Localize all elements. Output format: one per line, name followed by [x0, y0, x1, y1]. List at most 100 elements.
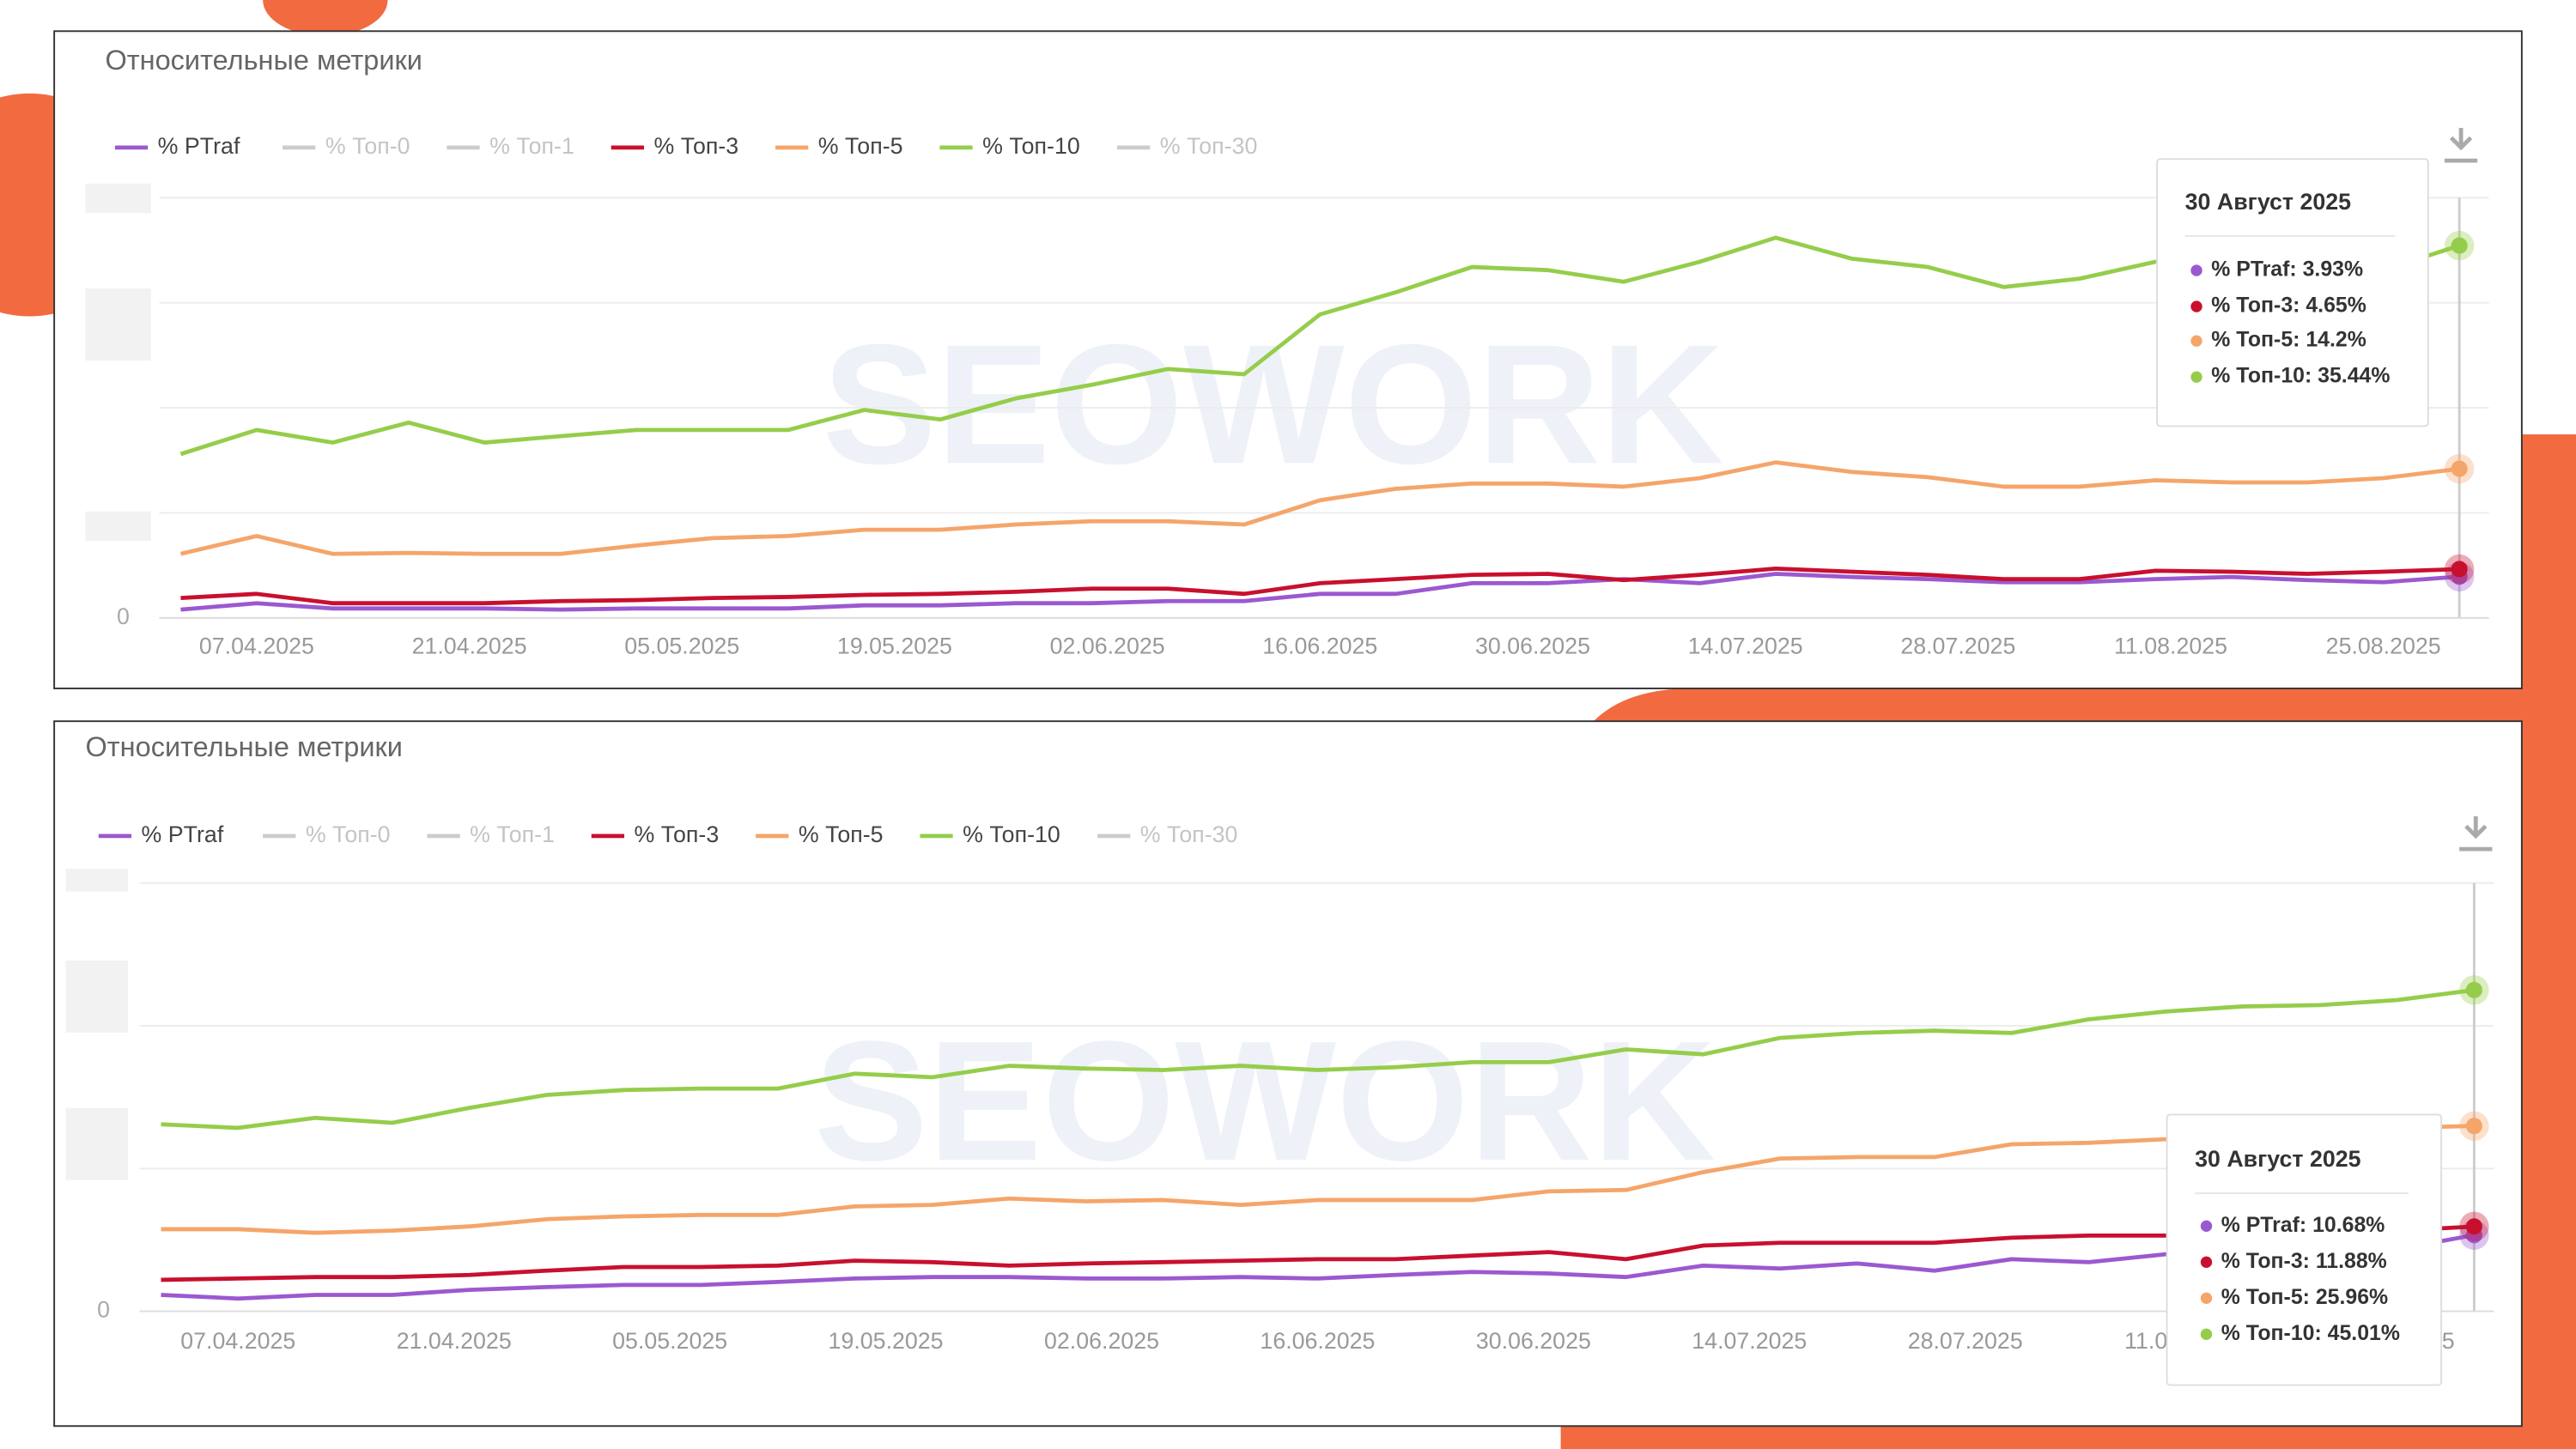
tooltip-dot — [2200, 1328, 2213, 1341]
x-tick-label: 05.05.2025 — [624, 633, 739, 658]
x-tick-label: 28.07.2025 — [1908, 1328, 2023, 1354]
panel-frame — [53, 720, 2523, 1428]
tooltip-item: % Топ-5: 25.96% — [2221, 1286, 2388, 1309]
legend-label: % Топ-10 — [982, 133, 1080, 159]
download-icon — [2444, 127, 2478, 163]
point-marker — [2465, 1118, 2482, 1135]
legend-item[interactable]: % Топ-5 — [775, 133, 903, 159]
legend-label: % Топ-5 — [818, 133, 903, 159]
x-tick-label: 16.06.2025 — [1260, 1328, 1375, 1354]
legend-label: % PTraf — [158, 133, 240, 159]
legend-item[interactable]: % Топ-30 — [1097, 822, 1237, 847]
download-button[interactable] — [2444, 127, 2478, 163]
legend-item[interactable]: % Топ-1 — [427, 822, 555, 847]
x-tick-label: 19.05.2025 — [829, 1328, 944, 1354]
legend-label: % Топ-30 — [1160, 133, 1258, 159]
point-marker — [2451, 237, 2468, 254]
legend-item[interactable]: % Топ-0 — [263, 822, 391, 847]
tooltip-item: % Топ-10: 45.01% — [2221, 1322, 2400, 1345]
x-tick-label: 14.07.2025 — [1688, 633, 1803, 658]
tooltip-dot — [2200, 1220, 2213, 1232]
legend-label: % Топ-30 — [1140, 822, 1238, 847]
series-line — [180, 572, 2460, 612]
tooltip-item: % Топ-5: 14.2% — [2211, 329, 2366, 352]
tooltip: 30 Август 2025 % PTraf: 10.68% % Топ-3: 11… — [2166, 1113, 2443, 1386]
point-marker — [2451, 460, 2468, 477]
legend-item[interactable]: % Топ-3 — [591, 822, 719, 847]
tooltip-box — [2156, 158, 2429, 427]
x-tick-label: 05.05.2025 — [612, 1328, 727, 1354]
legend-item[interactable]: % Топ-30 — [1117, 133, 1257, 159]
legend-item[interactable]: % Топ-0 — [283, 133, 410, 159]
legend-label: % Топ-3 — [653, 133, 738, 159]
tooltip-dot — [2190, 264, 2202, 276]
legend-label: % Топ-1 — [470, 822, 555, 847]
redacted-label — [85, 183, 152, 214]
watermark: SEOWORK — [823, 310, 1724, 500]
panel-frame — [53, 30, 2523, 689]
tooltip-item: % Топ-10: 35.44% — [2211, 365, 2390, 388]
redacted-label — [85, 511, 152, 542]
x-tick-label: 07.04.2025 — [180, 1328, 295, 1354]
x-tick-label: 28.07.2025 — [1900, 633, 2015, 658]
tooltip-dot — [2200, 1292, 2213, 1305]
legend-item[interactable]: % Топ-1 — [447, 133, 574, 159]
series-line — [161, 1124, 2475, 1235]
series-line — [161, 1224, 2475, 1282]
legend-label: % Топ-0 — [306, 822, 391, 847]
series-line — [179, 235, 2460, 457]
tooltip-dot — [2190, 335, 2202, 347]
redacted-label — [65, 960, 129, 1033]
x-tick-label: 02.06.2025 — [1050, 633, 1165, 658]
legend-label: % Топ-5 — [799, 822, 884, 847]
tooltip-dot — [2200, 1256, 2213, 1268]
legend-label: % Топ-1 — [489, 133, 574, 159]
redacted-label — [85, 288, 152, 361]
legend-item[interactable]: % Топ-5 — [756, 822, 884, 847]
series-line — [179, 460, 2460, 556]
x-tick-label: 21.04.2025 — [397, 1328, 512, 1354]
y-tick-label: 0 — [117, 603, 130, 629]
x-tick-label: 14.07.2025 — [1692, 1328, 1807, 1354]
legend-item[interactable]: % PTraf — [98, 822, 224, 847]
legend-item[interactable]: % PTraf — [114, 133, 240, 159]
legend-item[interactable]: % Топ-10 — [920, 822, 1060, 847]
tooltip-item: % Топ-3: 11.88% — [2221, 1250, 2387, 1273]
tooltip-title: 30 Август 2025 — [2185, 189, 2352, 215]
x-tick-label: 30.06.2025 — [1476, 1328, 1591, 1354]
series-line — [161, 987, 2475, 1131]
tooltip-dot — [2190, 300, 2202, 312]
tooltip-dot — [2190, 371, 2202, 383]
y-tick-label: 0 — [97, 1297, 110, 1323]
x-tick-label: 19.05.2025 — [837, 633, 952, 658]
point-marker — [2465, 981, 2482, 998]
series-line — [161, 1233, 2475, 1301]
legend-item[interactable]: % Топ-10 — [939, 133, 1080, 159]
point-marker — [2465, 1218, 2482, 1235]
legend-item[interactable]: % Топ-3 — [611, 133, 738, 159]
tooltip-item: % Топ-3: 4.65% — [2211, 294, 2366, 318]
download-icon — [2459, 815, 2493, 852]
legend-label: % Топ-0 — [325, 133, 410, 159]
chart-title: Относительные метрики — [105, 45, 422, 76]
legend-label: % Топ-10 — [963, 822, 1060, 847]
x-tick-label: 16.06.2025 — [1262, 633, 1377, 658]
x-tick-label: 21.04.2025 — [412, 633, 527, 658]
chart-title: Относительные метрики — [85, 731, 402, 762]
x-tick-label: 11.08.2025 — [2114, 633, 2227, 658]
x-tick-label: 25.08.2025 — [2326, 633, 2441, 658]
x-tick-label: 30.06.2025 — [1475, 633, 1590, 658]
tooltip-title: 30 Август 2025 — [2195, 1146, 2361, 1172]
x-tick-label: 07.04.2025 — [199, 633, 314, 658]
chart-panel: Относительные метрики SEOWORK 0 07.04.2025 2… — [53, 30, 2523, 689]
redacted-label — [65, 1107, 129, 1180]
point-marker — [2451, 561, 2468, 578]
redacted-label — [65, 869, 129, 892]
tooltip: 30 Август 2025 % PTraf: 3.93% % Топ-3: 4.6… — [2156, 158, 2429, 427]
watermark: SEOWORK — [814, 1006, 1716, 1197]
tooltip-item: % PTraf: 10.68% — [2221, 1214, 2385, 1237]
download-button[interactable] — [2459, 815, 2493, 852]
legend-label: % PTraf — [142, 822, 224, 847]
